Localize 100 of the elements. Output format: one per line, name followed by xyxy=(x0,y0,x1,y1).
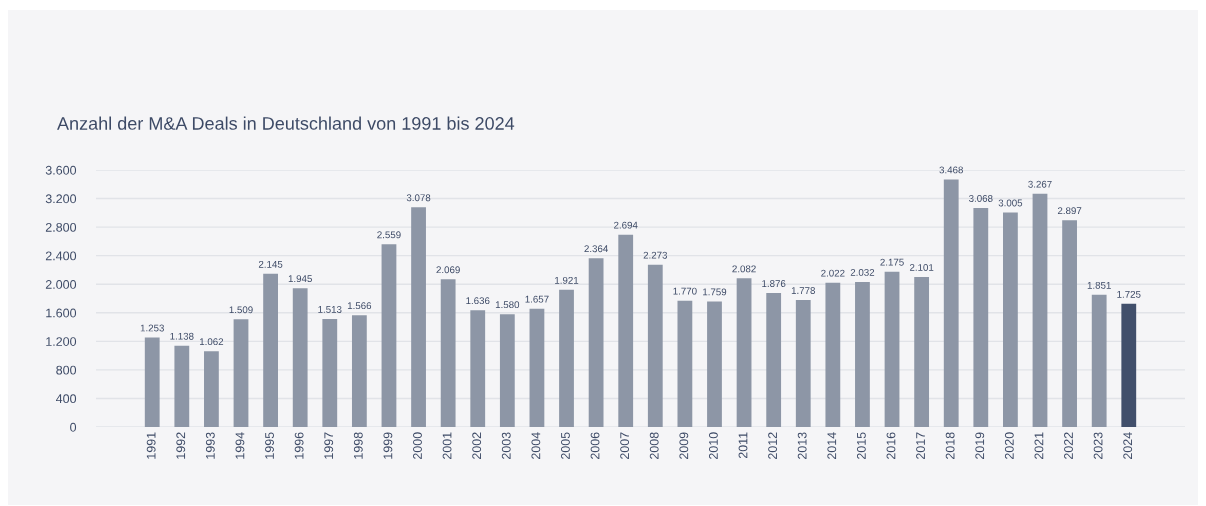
bar xyxy=(233,319,249,427)
data-label: 1.921 xyxy=(555,276,579,284)
bar xyxy=(559,289,574,427)
bar xyxy=(174,345,190,427)
bar xyxy=(381,244,397,427)
x-tick-label: 2008 xyxy=(649,432,659,460)
bar xyxy=(973,207,989,427)
y-tick-label: 1.600 xyxy=(46,308,77,318)
bar xyxy=(529,308,545,427)
x-tick-label: 2018 xyxy=(945,432,955,460)
data-label: 1.513 xyxy=(318,306,342,313)
x-tick-label: 2006 xyxy=(590,432,600,460)
x-tick-label: 2010 xyxy=(708,432,718,460)
y-tick-label: 3.600 xyxy=(45,165,77,175)
data-label: 2.145 xyxy=(258,260,283,268)
x-tick-label: 2007 xyxy=(620,432,630,460)
bar xyxy=(440,279,456,427)
y-tick-label: 400 xyxy=(55,394,77,404)
x-tick-label: 1991 xyxy=(146,432,156,459)
bar xyxy=(204,351,219,427)
x-tick-label: 1992 xyxy=(176,432,186,459)
data-label: 1.945 xyxy=(288,275,312,283)
data-label: 1.657 xyxy=(525,295,549,303)
x-tick-label: 1997 xyxy=(324,432,334,459)
bar xyxy=(1062,220,1077,427)
data-label: 2.175 xyxy=(880,258,904,266)
x-tick-label: 2015 xyxy=(856,432,866,460)
x-tick-label: 1998 xyxy=(353,432,363,459)
bar xyxy=(499,314,515,427)
bar xyxy=(884,271,900,427)
x-tick-label: 2004 xyxy=(531,432,541,460)
bar xyxy=(1121,303,1137,427)
x-tick-label: 2024 xyxy=(1123,432,1133,460)
data-label: 2.559 xyxy=(377,231,401,239)
x-tick-label: 1994 xyxy=(235,432,245,459)
x-tick-label: 2023 xyxy=(1093,432,1103,460)
bar xyxy=(144,337,160,427)
y-tick-label: 800 xyxy=(56,365,77,375)
data-label: 2.364 xyxy=(584,245,608,253)
data-label: 1.770 xyxy=(673,287,697,295)
x-tick-label: 2003 xyxy=(501,432,511,460)
bar xyxy=(914,277,930,427)
bar xyxy=(795,300,811,427)
y-tick-label: 0 xyxy=(70,422,77,432)
bar xyxy=(855,281,870,427)
x-tick-label: 2009 xyxy=(679,432,689,460)
x-tick-label: 2002 xyxy=(472,432,482,460)
bar xyxy=(736,278,752,427)
data-label: 1.566 xyxy=(347,302,372,310)
x-tick-label: 2017 xyxy=(916,432,925,460)
bar xyxy=(766,293,782,427)
data-label: 3.005 xyxy=(998,199,1023,207)
y-tick-label: 2.400 xyxy=(45,251,77,261)
x-tick-label: 2016 xyxy=(886,432,896,460)
y-tick-label: 3.200 xyxy=(45,194,77,204)
data-label: 2.022 xyxy=(821,269,845,277)
x-tick-label: 2022 xyxy=(1064,432,1073,460)
x-tick-label: 2001 xyxy=(442,432,452,460)
data-label: 2.101 xyxy=(909,264,934,271)
data-label: 3.267 xyxy=(1028,180,1052,188)
y-tick-label: 1.200 xyxy=(46,337,77,346)
data-label: 1.580 xyxy=(495,301,520,309)
data-label: 3.078 xyxy=(406,194,431,202)
x-tick-label: 2014 xyxy=(827,432,837,460)
bar xyxy=(351,315,367,427)
bar xyxy=(943,179,959,427)
data-label: 2.897 xyxy=(1057,207,1082,215)
x-tick-label: 1999 xyxy=(383,432,393,459)
bar xyxy=(707,301,722,427)
bar xyxy=(1032,193,1048,427)
bar xyxy=(825,282,841,427)
data-label: 1.138 xyxy=(170,332,194,340)
data-label: 3.468 xyxy=(939,166,963,174)
data-label: 1.876 xyxy=(762,280,786,287)
bar xyxy=(470,310,486,427)
data-label: 1.509 xyxy=(229,306,253,314)
bar xyxy=(647,264,663,427)
data-label: 1.778 xyxy=(791,287,815,294)
data-label: 1.759 xyxy=(703,288,727,296)
chart-title: Anzahl der M&A Deals in Deutschland von 1991 bis 2024 xyxy=(57,116,515,130)
x-tick-label: 1993 xyxy=(205,432,215,459)
bar xyxy=(1091,294,1107,427)
bar xyxy=(263,273,278,427)
x-tick-label: 1996 xyxy=(294,432,304,459)
x-tick-label: 2005 xyxy=(561,432,570,460)
data-label: 2.273 xyxy=(643,251,668,259)
data-label: 2.032 xyxy=(850,268,875,276)
data-label: 2.694 xyxy=(614,221,638,229)
x-tick-label: 2011 xyxy=(738,432,748,459)
bar xyxy=(322,318,338,427)
data-label: 1.636 xyxy=(466,297,490,305)
x-tick-label: 2020 xyxy=(1004,432,1014,460)
x-tick-label: 1995 xyxy=(265,432,274,459)
data-label: 1.851 xyxy=(1087,281,1111,289)
bar xyxy=(677,300,693,427)
data-label: 1.062 xyxy=(199,338,224,346)
y-tick-label: 2.000 xyxy=(45,280,77,289)
data-label: 1.253 xyxy=(140,324,164,332)
bar xyxy=(292,288,308,427)
data-label: 1.725 xyxy=(1117,290,1141,298)
